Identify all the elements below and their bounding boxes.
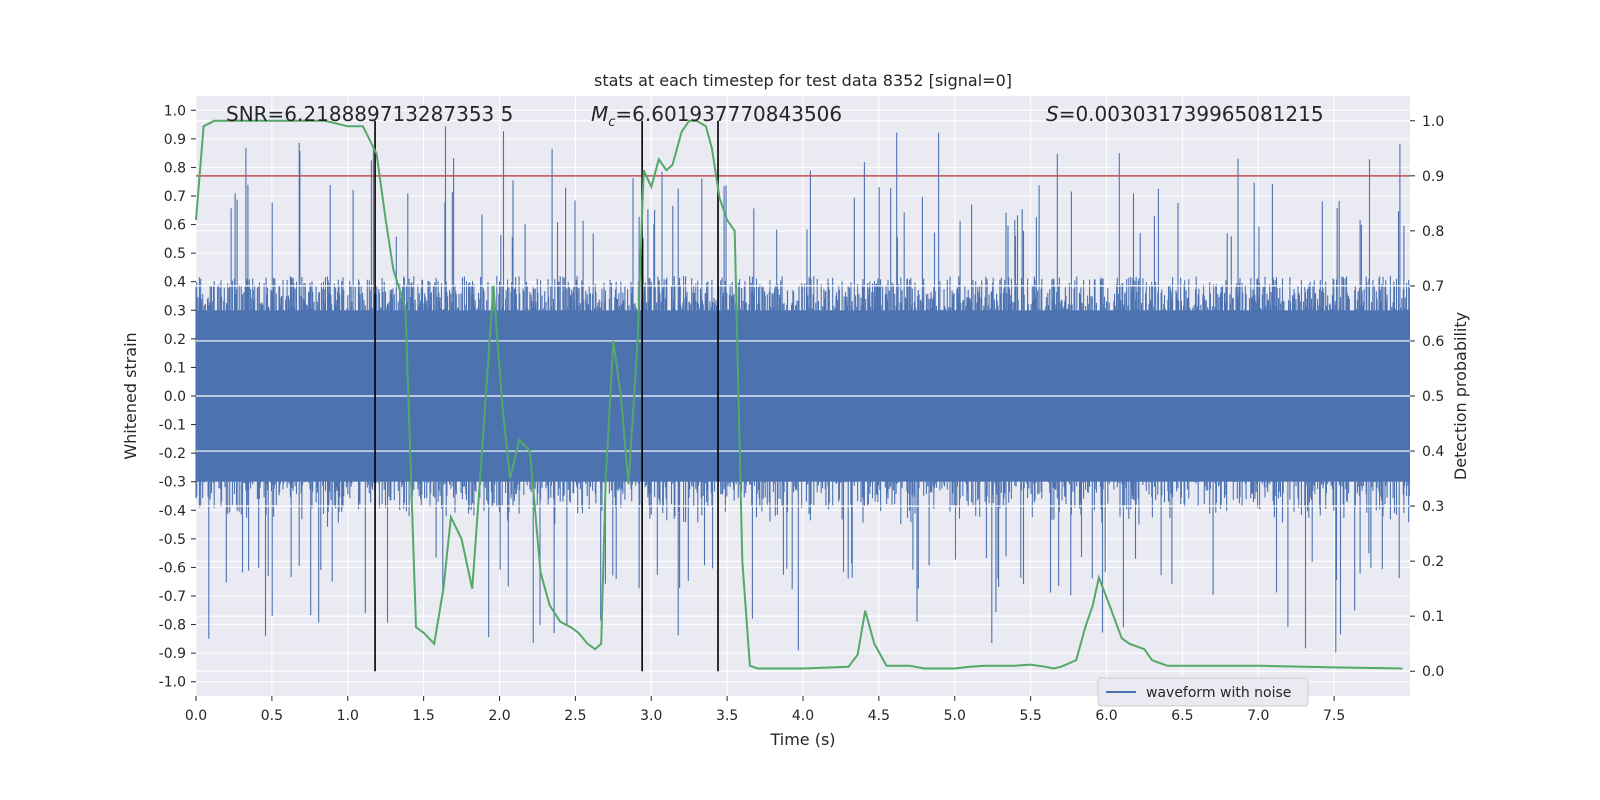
y-tick-label: 0.3 (164, 303, 186, 319)
y-tick-label: -0.8 (159, 618, 186, 634)
x-tick-label: 7.0 (1247, 708, 1269, 724)
x-axis-ticks: 0.0 0.5 1.0 1.5 2.0 2.5 3.0 3.5 4.0 4.5 5.0 5.5 6.0 6… (185, 696, 1345, 724)
y-tick-label: 0.5 (164, 246, 186, 262)
x-tick-label: 0.0 (185, 708, 207, 724)
legend: waveform with noise (1097, 677, 1309, 707)
y-tick-label: -0.1 (159, 418, 186, 434)
y-axis-label: Whitened strain (121, 332, 140, 459)
x-tick-label: 0.5 (261, 708, 283, 724)
chart-title: stats at each timestep for test data 835… (594, 71, 1012, 90)
y-tick-label: -0.2 (159, 446, 186, 462)
y-tick-label: -0.6 (159, 560, 186, 576)
y2-tick-label: 0.6 (1422, 334, 1444, 350)
y2-tick-label: 0.5 (1422, 389, 1444, 405)
detection-probability-series (195, 119, 1403, 670)
y-tick-label: -0.3 (159, 475, 186, 491)
y2-tick-label: 0.7 (1422, 279, 1444, 295)
s-symbol: S (1046, 102, 1059, 126)
y-tick-label: 0.4 (164, 275, 186, 291)
y-tick-label: -1.0 (159, 675, 186, 691)
y-tick-label: 0.8 (164, 160, 186, 176)
x-tick-label: 1.0 (337, 708, 359, 724)
waveform-with-noise-series (195, 126, 1410, 653)
y2-tick-label: 0.3 (1422, 499, 1444, 515)
x-tick-label: 6.5 (1171, 708, 1193, 724)
x-tick-label: 5.5 (1019, 708, 1041, 724)
x-tick-label: 3.5 (716, 708, 738, 724)
legend-box (1097, 677, 1309, 707)
y2-tick-label: 0.8 (1422, 224, 1444, 240)
y2-tick-label: 0.2 (1422, 554, 1444, 570)
y-tick-label: -0.9 (159, 646, 186, 662)
x-tick-label: 4.5 (868, 708, 890, 724)
y-tick-label: 0.1 (164, 360, 186, 376)
s-annotation: S=0.003031739965081215 (1046, 102, 1324, 126)
x-tick-label: 6.0 (1095, 708, 1117, 724)
mc-symbol: M (591, 102, 608, 126)
y2-tick-label: 1.0 (1422, 114, 1444, 130)
y-tick-label: -0.5 (159, 532, 186, 548)
x-tick-label: 2.0 (488, 708, 510, 724)
y-axis-ticks: 1.0 0.9 0.8 0.7 0.6 0.5 0.4 0.3 0.2 0.1 0.0 -0.1 -0.… (159, 103, 196, 691)
y-tick-label: 1.0 (164, 103, 186, 119)
x-tick-label: 4.0 (792, 708, 814, 724)
mc-value: =6.601937770843506 (615, 102, 842, 126)
y2-axis-label: Detection probability (1451, 312, 1470, 480)
legend-label: waveform with noise (1146, 685, 1291, 701)
y-tick-label: 0.2 (164, 332, 186, 348)
y-tick-label: -0.7 (159, 589, 186, 605)
x-tick-label: 5.0 (944, 708, 966, 724)
x-tick-label: 7.5 (1323, 708, 1345, 724)
y-tick-label: 0.9 (164, 132, 186, 148)
chirp-mass-annotation: Mc=6.601937770843506 (591, 102, 842, 130)
x-tick-label: 1.5 (412, 708, 434, 724)
y2-tick-label: 0.1 (1422, 609, 1444, 625)
s-value: =0.003031739965081215 (1059, 102, 1324, 126)
y-tick-label: 0.0 (164, 389, 186, 405)
y2-tick-label: 0.9 (1422, 169, 1444, 185)
y-tick-label: -0.4 (159, 503, 186, 519)
detection-probability-line (195, 119, 1403, 670)
y2-tick-label: 0.0 (1422, 664, 1444, 680)
mc-subscript: c (608, 115, 615, 130)
y2-axis-ticks: 1.0 0.9 0.8 0.7 0.6 0.5 0.4 0.3 0.2 0.1 0.0 (1410, 114, 1444, 680)
x-axis-label: Time (s) (769, 730, 835, 749)
x-tick-label: 3.0 (640, 708, 662, 724)
snr-annotation: SNR=6.218889713287353 5 (226, 102, 513, 126)
y-tick-label: 0.6 (164, 218, 186, 234)
x-tick-label: 2.5 (564, 708, 586, 724)
y2-tick-label: 0.4 (1422, 444, 1444, 460)
y-tick-label: 0.7 (164, 189, 186, 205)
